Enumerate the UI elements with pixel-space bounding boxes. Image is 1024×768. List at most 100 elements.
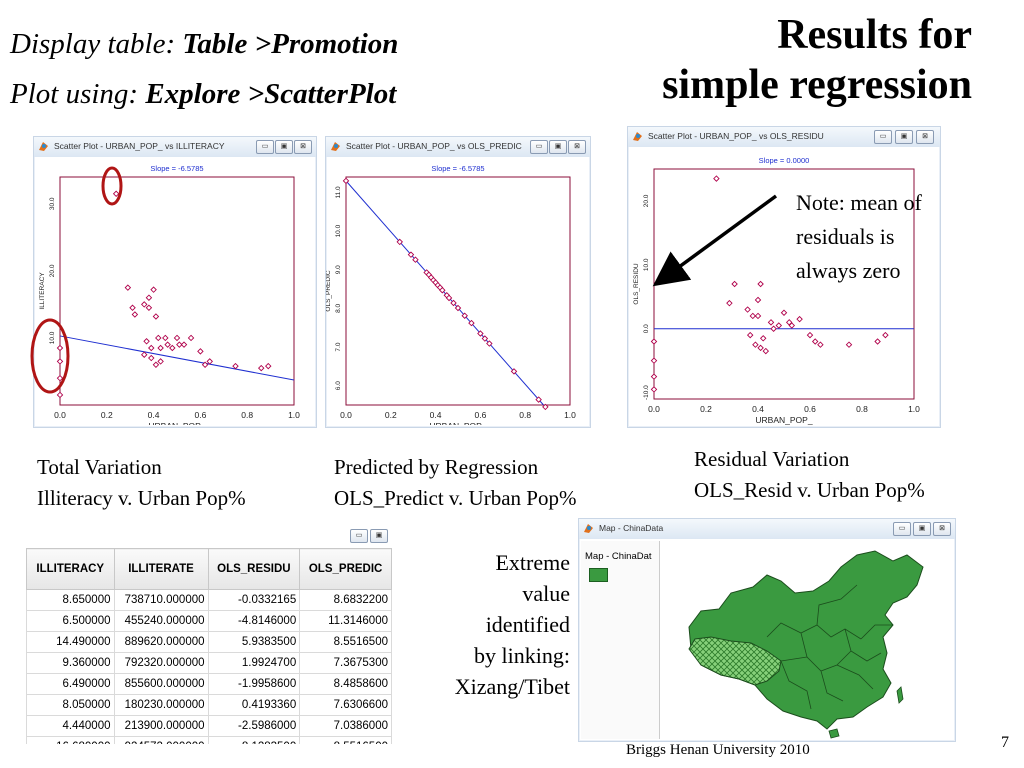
data-point bbox=[187, 334, 195, 342]
minimize-button[interactable]: ▭ bbox=[893, 522, 911, 536]
restore-button[interactable]: ▣ bbox=[549, 140, 567, 154]
data-point bbox=[757, 280, 764, 288]
y-tick-label: -10.0 bbox=[643, 385, 650, 400]
china-map[interactable] bbox=[661, 541, 953, 739]
close-button[interactable]: ⊠ bbox=[568, 140, 586, 154]
table-cell[interactable]: 11.3146000 bbox=[299, 610, 392, 632]
table-cell[interactable]: 8.6832200 bbox=[299, 589, 392, 611]
scatter-plot-ols-predic[interactable]: Slope = -6.5785 0.0 0.2 0.4 0.6 0.8 1.0 URBAN_P… bbox=[326, 157, 590, 425]
table-cell[interactable]: 8.5516500 bbox=[299, 631, 392, 653]
data-point bbox=[762, 347, 770, 355]
data-table[interactable]: ILLITERACY ILLITERATE OLS_RESIDU OLS_PRE… bbox=[26, 548, 392, 744]
data-point bbox=[124, 284, 132, 291]
y-tick-label: 10.0 bbox=[643, 258, 650, 271]
table-cell[interactable]: -0.0332165 bbox=[207, 589, 301, 611]
table-row[interactable]: 6.490000 855600.000000 -1.9958600 8.4858600 bbox=[26, 673, 392, 695]
restore-button[interactable]: ▣ bbox=[913, 522, 931, 536]
table-row[interactable]: 8.650000 738710.000000 -0.0332165 8.6832200 bbox=[26, 589, 392, 611]
table-cell[interactable]: 6.490000 bbox=[26, 673, 115, 695]
table-cell[interactable]: 924572.000000 bbox=[113, 736, 209, 744]
table-titlebar[interactable]: ▭ ▣ bbox=[26, 526, 392, 548]
table-cell[interactable]: 5.9383500 bbox=[207, 631, 301, 653]
col-header-ols-predic[interactable]: OLS_PREDIC bbox=[299, 548, 392, 590]
table-cell[interactable]: 180230.000000 bbox=[113, 694, 209, 716]
table-row[interactable]: 4.440000 213900.000000 -2.5986000 7.0386000 bbox=[26, 715, 392, 737]
table-cell[interactable]: 8.050000 bbox=[26, 694, 115, 716]
table-cell[interactable]: 738710.000000 bbox=[113, 589, 209, 611]
caption-1-line-2: Illiteracy v. Urban Pop% bbox=[37, 486, 246, 510]
table-cell[interactable]: -4.8146000 bbox=[207, 610, 301, 632]
map-legend-swatch[interactable] bbox=[589, 568, 608, 582]
table-cell[interactable]: 7.6306600 bbox=[299, 694, 392, 716]
hainan-island[interactable] bbox=[828, 728, 840, 739]
table-cell[interactable]: 8.4858600 bbox=[299, 673, 392, 695]
restore-button[interactable]: ▣ bbox=[895, 130, 913, 144]
table-cell[interactable]: 14.490000 bbox=[26, 631, 115, 653]
table-row[interactable]: 14.490000 889620.000000 5.9383500 8.5516500 bbox=[26, 631, 392, 653]
close-button[interactable]: ⊠ bbox=[933, 522, 951, 536]
promotion-table-window: ▭ ▣ ILLITERACY ILLITERATE OLS_RESIDU OLS… bbox=[26, 526, 392, 744]
scatter-plot-illiteracy[interactable]: Slope = -6.5785 0.0 0.2 0.4 0.6 0.8 1.0 URBAN_P… bbox=[34, 157, 316, 425]
table-row[interactable]: 9.360000 792320.000000 1.9924700 7.3675300 bbox=[26, 652, 392, 674]
data-point bbox=[650, 373, 658, 380]
minimize-button[interactable]: ▭ bbox=[874, 130, 892, 144]
data-point bbox=[535, 396, 542, 403]
scatter-plot-ols-residu[interactable]: Slope = 0.0000 0.0 0.2 0.4 0.6 0.8 1.0 URBAN_PO… bbox=[628, 147, 940, 425]
minimize-button[interactable]: ▭ bbox=[350, 529, 368, 543]
table-cell[interactable]: 1.9924700 bbox=[207, 652, 301, 674]
window-titlebar[interactable]: Scatter Plot - URBAN_POP_ vs ILLITERACY … bbox=[34, 137, 316, 157]
col-header-illiteracy[interactable]: ILLITERACY bbox=[26, 548, 115, 590]
table-row[interactable]: 8.050000 180230.000000 0.4193360 7.6306600 bbox=[26, 694, 392, 716]
table-cell[interactable]: 9.360000 bbox=[26, 652, 115, 674]
close-button[interactable]: ⊠ bbox=[294, 140, 312, 154]
restore-button[interactable]: ▣ bbox=[275, 140, 293, 154]
minimize-button[interactable]: ▭ bbox=[530, 140, 548, 154]
map-titlebar[interactable]: Map - ChinaData ▭ ▣ ⊠ bbox=[579, 519, 955, 539]
table-cell[interactable]: 7.0386000 bbox=[299, 715, 392, 737]
y-tick-label: 30.0 bbox=[49, 197, 56, 210]
table-cell[interactable]: -2.5986000 bbox=[207, 715, 301, 737]
data-point bbox=[112, 190, 120, 198]
data-point bbox=[542, 403, 549, 411]
table-cell[interactable]: 0.4193360 bbox=[207, 694, 301, 716]
table-row[interactable]: 6.500000 455240.000000 -4.8146000 11.314600… bbox=[26, 610, 392, 632]
window-titlebar[interactable]: Scatter Plot - URBAN_POP_ vs OLS_PREDIC … bbox=[326, 137, 590, 157]
china-provinces[interactable] bbox=[688, 550, 924, 730]
table-cell[interactable]: -1.9958600 bbox=[207, 673, 301, 695]
plot-instruction: Plot using: Explore >ScatterPlot bbox=[10, 78, 396, 111]
window-titlebar[interactable]: Scatter Plot - URBAN_POP_ vs OLS_RESIDU … bbox=[628, 127, 940, 147]
data-point bbox=[752, 341, 759, 348]
minimize-button[interactable]: ▭ bbox=[256, 140, 274, 154]
col-header-illiterate[interactable]: ILLITERATE bbox=[113, 548, 209, 590]
table-cell[interactable]: 16.680000 bbox=[26, 736, 115, 744]
table-cell[interactable]: 8.650000 bbox=[26, 589, 115, 611]
table-cell[interactable]: 213900.000000 bbox=[113, 715, 209, 737]
map-window: Map - ChinaData ▭ ▣ ⊠ Map - ChinaDat bbox=[578, 518, 956, 742]
data-point bbox=[152, 361, 160, 369]
x-tick-label: 0.8 bbox=[856, 404, 868, 414]
data-point bbox=[176, 341, 183, 348]
table-cell[interactable]: 889620.000000 bbox=[113, 631, 209, 653]
plot-frame bbox=[59, 176, 295, 406]
y-tick-label: 20.0 bbox=[643, 194, 650, 207]
table-cell[interactable]: 792320.000000 bbox=[113, 652, 209, 674]
scatter-window-ols-residu: Scatter Plot - URBAN_POP_ vs OLS_RESIDU … bbox=[627, 126, 941, 428]
table-cell[interactable]: 6.500000 bbox=[26, 610, 115, 632]
table-cell[interactable]: 8.1283500 bbox=[207, 736, 301, 744]
close-button[interactable]: ⊠ bbox=[916, 130, 934, 144]
data-point bbox=[180, 341, 188, 348]
data-point bbox=[141, 301, 148, 308]
table-row[interactable]: 16.680000924572.0000008.12835008.5516500 bbox=[26, 736, 392, 744]
taiwan-island[interactable] bbox=[896, 686, 904, 704]
xizang-region-selected[interactable] bbox=[688, 636, 782, 686]
table-cell[interactable]: 8.5516500 bbox=[299, 736, 392, 744]
table-cell[interactable]: 855600.000000 bbox=[113, 673, 209, 695]
restore-button[interactable]: ▣ bbox=[370, 529, 388, 543]
table-cell[interactable]: 4.440000 bbox=[26, 715, 115, 737]
table-cell[interactable]: 455240.000000 bbox=[113, 610, 209, 632]
col-header-ols-residu[interactable]: OLS_RESIDU bbox=[207, 548, 301, 590]
table-cell[interactable]: 7.3675300 bbox=[299, 652, 392, 674]
x-tick-label: 1.0 bbox=[288, 410, 300, 420]
display-path: Table >Promotion bbox=[182, 28, 399, 60]
y-tick-label: 7.0 bbox=[335, 342, 342, 351]
